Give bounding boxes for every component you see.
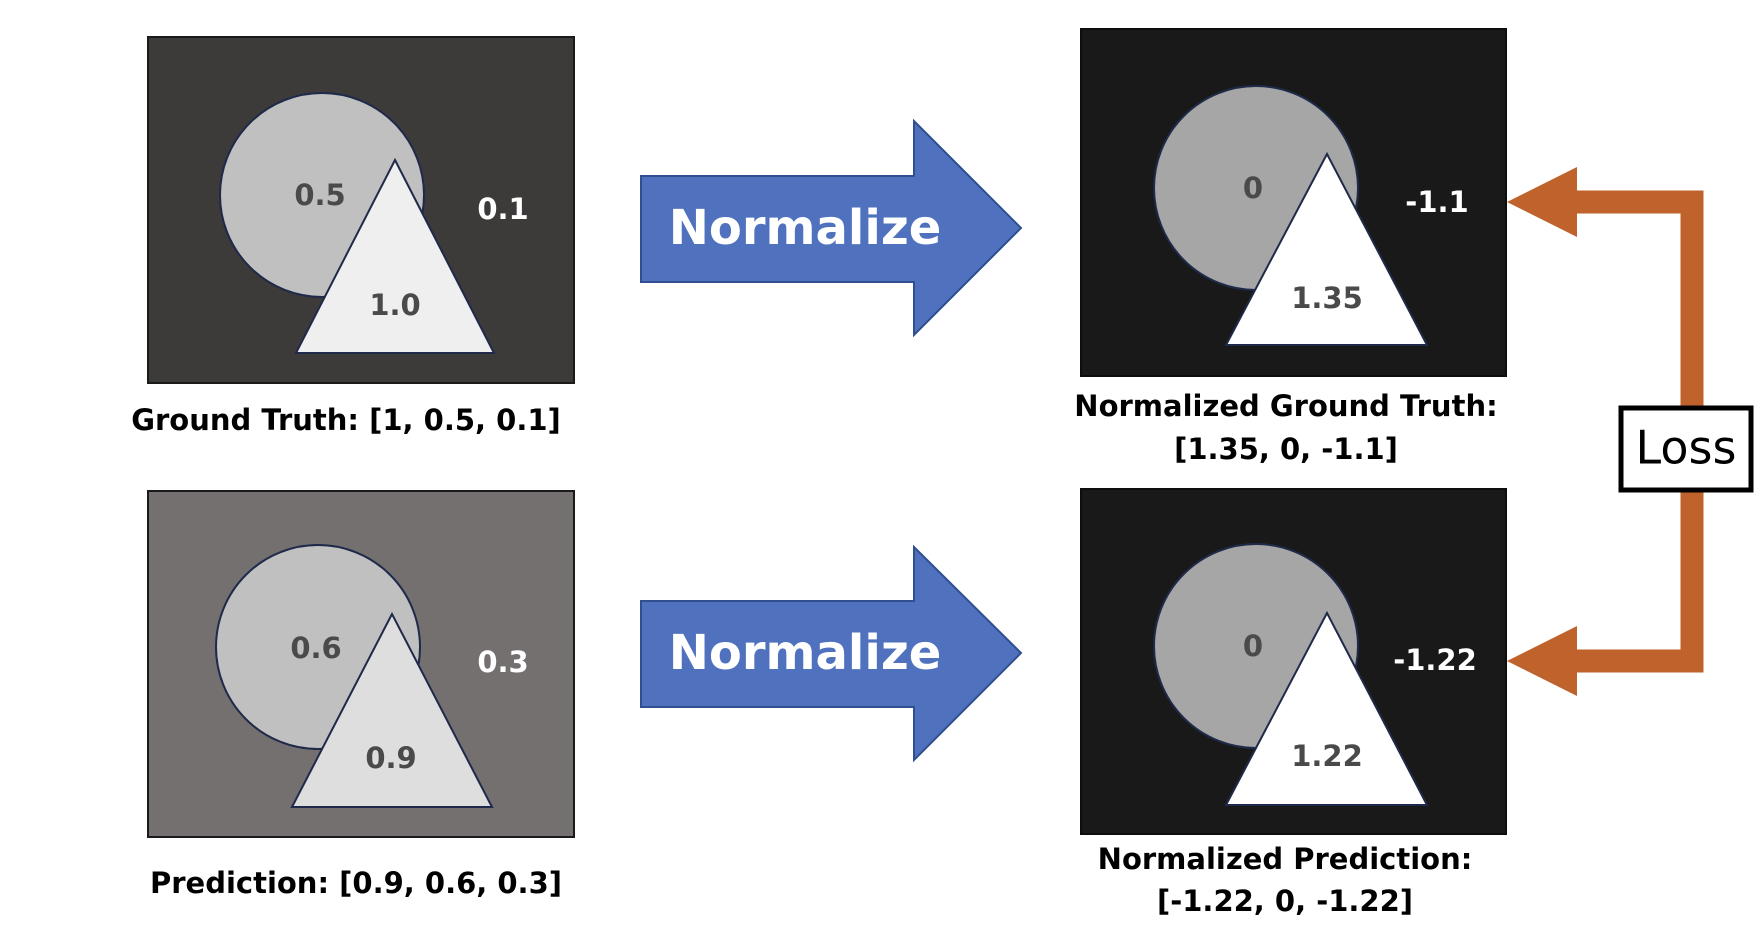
normalize-arrow-top-label: Normalize <box>669 200 942 256</box>
normalize-arrow-bottom-shape <box>640 544 1023 763</box>
prediction-panel: 0.6 0.3 0.9 <box>147 490 575 838</box>
normalize-arrow-bottom: Normalize <box>640 544 1023 763</box>
loss-box-frame <box>1618 405 1754 493</box>
prediction-triangle <box>290 611 494 808</box>
normalize-arrow-top-shape <box>640 118 1023 338</box>
loss-box: Loss <box>1618 405 1754 493</box>
prediction-caption: Prediction: [0.9, 0.6, 0.3] <box>150 866 562 900</box>
normalized-prediction-caption-line2: [-1.22, 0, -1.22] <box>1157 884 1413 918</box>
normalized-prediction-caption-line1: Normalized Prediction: <box>1098 842 1473 876</box>
ground-truth-triangle-value: 1.0 <box>369 288 420 322</box>
normalized-ground-truth-circle-value: 0 <box>1243 171 1263 205</box>
normalized-ground-truth-background-value: -1.1 <box>1405 185 1468 219</box>
normalized-ground-truth-caption-line2: [1.35, 0, -1.1] <box>1174 432 1398 466</box>
prediction-circle-value: 0.6 <box>290 631 341 665</box>
normalized-ground-truth-triangle-value: 1.35 <box>1291 281 1363 315</box>
ground-truth-triangle <box>294 157 496 354</box>
ground-truth-circle-value: 0.5 <box>294 178 345 212</box>
ground-truth-background-value: 0.1 <box>477 192 528 226</box>
normalized-ground-truth-caption-line1: Normalized Ground Truth: <box>1074 389 1497 423</box>
normalize-arrow-bottom-label: Normalize <box>669 625 942 681</box>
normalize-arrow-top: Normalize <box>640 118 1023 338</box>
loss-arrowhead-bottom <box>1507 626 1577 696</box>
loss-label: Loss <box>1636 421 1737 475</box>
normalized-prediction-panel: 0 -1.22 1.22 <box>1080 488 1507 835</box>
normalized-prediction-background-value: -1.22 <box>1393 643 1477 677</box>
prediction-background-value: 0.3 <box>477 645 528 679</box>
normalized-prediction-triangle <box>1224 610 1429 806</box>
loss-arrowhead-top <box>1507 167 1577 237</box>
normalized-prediction-triangle-value: 1.22 <box>1291 739 1363 773</box>
ground-truth-caption: Ground Truth: [1, 0.5, 0.1] <box>131 403 561 437</box>
normalized-ground-truth-triangle <box>1224 151 1429 346</box>
normalized-prediction-circle-value: 0 <box>1243 629 1263 663</box>
normalized-ground-truth-panel: 0 -1.1 1.35 <box>1080 28 1507 377</box>
prediction-triangle-value: 0.9 <box>365 741 416 775</box>
ground-truth-panel: 0.5 0.1 1.0 <box>147 36 575 384</box>
